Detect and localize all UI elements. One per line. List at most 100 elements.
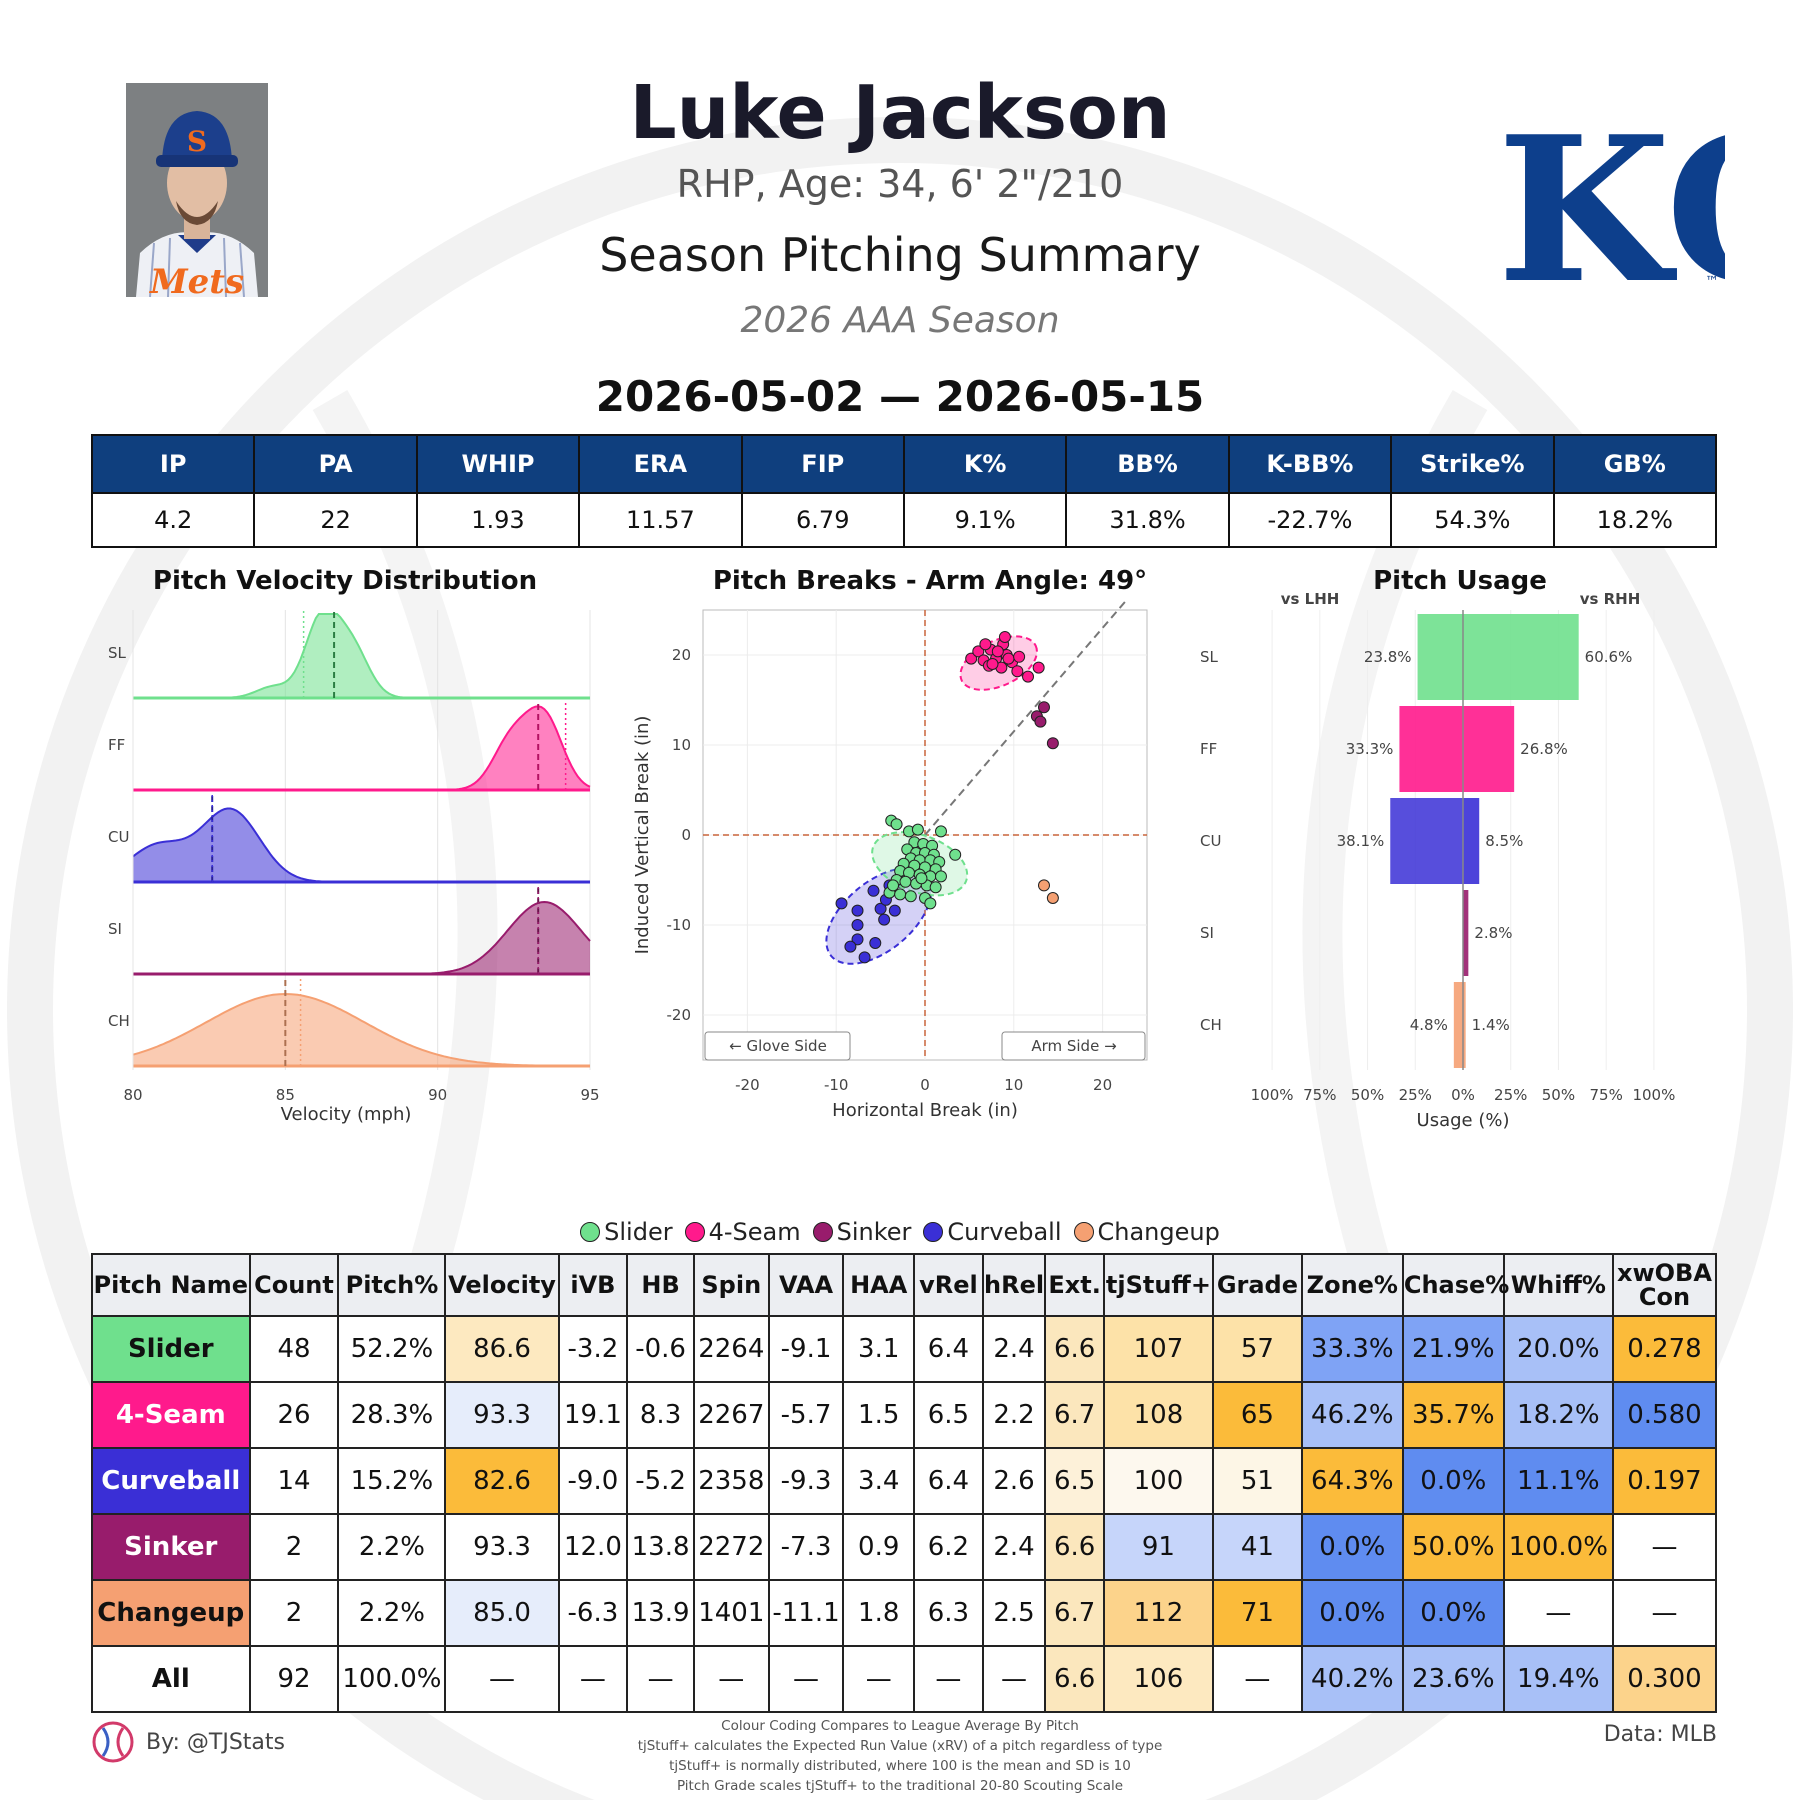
pitch-table-row: Curveball 14 15.2% 82.6 -9.0 -5.2 2358 -9.3 3.4 6… (91, 1447, 1718, 1515)
pitch-metrics-table: Pitch Name Count Pitch% Velocity iVB HB Spin VA… (91, 1253, 1718, 1713)
breaks-y-tick: -20 (667, 1006, 692, 1024)
breaks-point-Slider (934, 870, 947, 883)
pitch-table-cell: 2.5 (981, 1579, 1047, 1647)
pitch-table-cell: 2.2 (981, 1381, 1047, 1449)
breaks-point-Slider (929, 881, 942, 894)
pitch-table-cell: — (692, 1645, 770, 1713)
velocity-tick-label: 90 (428, 1086, 447, 1104)
usage-bar-rhh-SL (1463, 614, 1579, 700)
legend-marker-icon (923, 1222, 944, 1242)
breaks-point-Slider (915, 872, 928, 885)
usage-x-tick: 100% (1251, 1086, 1294, 1104)
footer-note: tjStuff+ calculates the Expected Run Val… (637, 1738, 1163, 1754)
pitch-table-row: All 92 100.0% — — — — — — — —6.6 106—40.2% 23.6% 19.4… (91, 1645, 1718, 1713)
breaks-y-tick: -10 (667, 916, 692, 934)
pitch-table-column-header: Velocity (444, 1253, 560, 1317)
usage-x-tick: 25% (1494, 1086, 1527, 1104)
svg-text:™: ™ (1705, 274, 1719, 290)
pitch-table-column-header: Grade (1211, 1253, 1303, 1317)
pitch-table-cell: 33.3% (1300, 1315, 1404, 1383)
usage-rhh-value: 8.5% (1485, 832, 1523, 850)
pitch-table-cell: — (767, 1645, 845, 1713)
pitch-table-column-header: Zone% (1300, 1253, 1404, 1317)
stat-header: WHIP (415, 434, 581, 494)
pitch-table-cell: — (842, 1645, 916, 1713)
pitch-name-cell: Changeup (91, 1579, 251, 1647)
stats-table: IP PA WHIP ERA FIP K% BB% K-BB% Strike% GB% 4.2 22… (90, 434, 1718, 548)
stat-header: GB% (1552, 434, 1718, 494)
pitch-table-cell: 1401 (692, 1579, 770, 1647)
usage-bar-lhh-FF (1399, 706, 1463, 792)
pitch-legend: Slider 4-Seam Sinker Curveball Changeup (0, 1218, 1800, 1246)
usage-x-tick: 25% (1399, 1086, 1432, 1104)
stat-value: 22 (253, 492, 418, 548)
stat-header: K-BB% (1227, 434, 1393, 494)
glove-side-box (704, 1031, 851, 1061)
usage-x-tick: 75% (1590, 1086, 1623, 1104)
pitch-table-column-header: iVB (557, 1253, 629, 1317)
usage-left-label: vs LHH (1281, 590, 1340, 608)
glove-side-label: ← Glove Side (729, 1037, 827, 1055)
pitch-table-cell: -9.3 (767, 1447, 845, 1515)
pitch-table-cell: 2 (248, 1513, 340, 1581)
pitch-table-cell: 15.2% (337, 1447, 447, 1515)
pitch-table-cell: 35.7% (1401, 1381, 1505, 1449)
breaks-point-Sinker (1037, 701, 1050, 714)
velocity-tick-label: 85 (276, 1086, 295, 1104)
stat-value: 9.1% (902, 492, 1068, 548)
pitch-table-column-header: Ext. (1044, 1253, 1105, 1317)
pitch-table-row: Sinker 2 2.2% 93.3 12.0 13.8 2272 -7.3 0.9 6.2 2.4… (91, 1513, 1718, 1581)
velocity-tick-label: 95 (580, 1086, 599, 1104)
breaks-point-Curveball (869, 937, 882, 949)
pitch-table-cell: 6.6 (1044, 1513, 1105, 1581)
breaks-point-4-Seam (1022, 670, 1035, 683)
footer-note: Pitch Grade scales tjStuff+ to the tradi… (676, 1778, 1124, 1794)
pitch-table-cell: 108 (1102, 1381, 1214, 1449)
breaks-x-tick: 0 (920, 1076, 930, 1094)
usage-x-tick: 100% (1632, 1086, 1675, 1104)
tjstats-logo-icon (91, 1720, 135, 1764)
pitch-table-cell: 1.8 (842, 1579, 916, 1647)
pitch-table-cell: -5.2 (626, 1447, 695, 1515)
pitch-table-cell: 6.4 (913, 1447, 984, 1515)
pitch-table-cell: 2264 (692, 1315, 770, 1383)
velocity-row-label: CU (108, 828, 129, 846)
pitch-table-cell: 3.1 (842, 1315, 916, 1383)
pitch-table-cell: 112 (1102, 1579, 1214, 1647)
breaks-point-4-Seam (1002, 652, 1015, 665)
usage-bar-rhh-SI (1463, 890, 1469, 976)
season-label: 2026 AAA Season (740, 300, 1060, 341)
pitch-table-cell: 41 (1211, 1513, 1303, 1581)
pitch-table-cell: 2.2% (337, 1579, 447, 1647)
pitch-table-cell: 0.300 (1611, 1645, 1718, 1713)
legend-label: Changeup (1097, 1218, 1220, 1246)
pitch-table-cell: 0.0% (1401, 1579, 1505, 1647)
breaks-point-Curveball (874, 902, 887, 915)
player-headshot: Mets S (126, 83, 268, 297)
pitch-table-cell: 13.9 (626, 1579, 695, 1647)
breaks-point-4-Seam (986, 658, 999, 670)
velocity-density-CH (133, 994, 590, 1066)
breaks-x-tick: 20 (1093, 1076, 1112, 1094)
velocity-chart-title: Pitch Velocity Distribution (152, 566, 538, 596)
pitch-table-column-header: Spin (692, 1253, 770, 1317)
date-range: 2026-05-02 — 2026-05-15 (595, 372, 1205, 421)
pitch-table-cell: — (913, 1645, 984, 1713)
breaks-point-Curveball (851, 904, 864, 917)
footer-credit: By: @TJStats (146, 1730, 286, 1755)
pitch-table-cell: 21.9% (1401, 1315, 1505, 1383)
pitch-table-cell: 100.0% (1502, 1513, 1614, 1581)
legend-item: 4-Seam (684, 1218, 801, 1246)
usage-category-label: CU (1200, 832, 1221, 850)
pitch-name-cell: All (91, 1645, 251, 1713)
pitch-table-cell: 0.278 (1611, 1315, 1718, 1383)
pitch-table-column-header: VAA (767, 1253, 845, 1317)
velocity-row-label: SL (108, 644, 127, 662)
stat-header: BB% (1065, 434, 1230, 494)
stats-header-row: IP PA WHIP ERA FIP K% BB% K-BB% Strike% GB% (90, 434, 1718, 494)
breaks-point-Sinker (1046, 737, 1059, 750)
pitch-table-cell: 52.2% (337, 1315, 447, 1383)
footer-note: tjStuff+ is normally distributed, where … (669, 1758, 1131, 1774)
breaks-point-Curveball (844, 940, 857, 953)
usage-lhh-value: 38.1% (1337, 832, 1385, 850)
